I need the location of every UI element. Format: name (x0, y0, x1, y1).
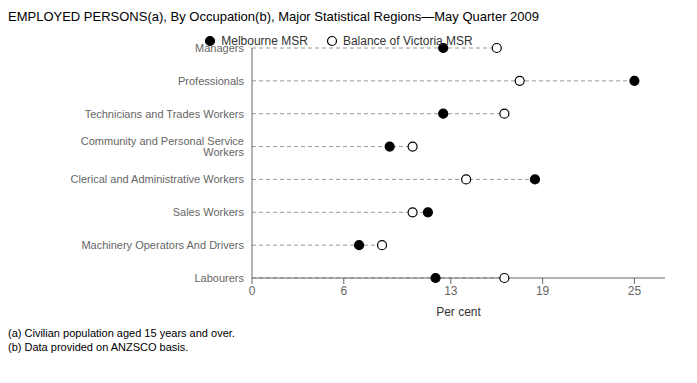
svg-text:Clerical and Administrative Wo: Clerical and Administrative Workers (71, 173, 245, 185)
svg-text:25: 25 (628, 284, 642, 298)
svg-text:Sales Workers: Sales Workers (173, 206, 245, 218)
html-text:EMPLOYED PERSONS(a), By Occupa: EMPLOYED PERSONS(a), By Occupation(b), M… (8, 9, 539, 24)
svg-text:13: 13 (444, 284, 458, 298)
svg-text:Machinery Operators And Driver: Machinery Operators And Drivers (81, 239, 244, 251)
html-text:(a) Civilian population aged 1: (a) Civilian population aged 15 years an… (8, 327, 235, 339)
svg-text:Managers: Managers (195, 42, 244, 54)
svg-text:6: 6 (340, 284, 347, 298)
svg-text:Per cent: Per cent (436, 305, 481, 319)
svg-text:0: 0 (249, 284, 256, 298)
html-text:Melbourne MSR: Melbourne MSR (221, 34, 308, 48)
svg-text:Technicians and Trades Workers: Technicians and Trades Workers (85, 108, 245, 120)
html-text:(b) Data provided on ANZSCO ba: (b) Data provided on ANZSCO basis. (8, 341, 189, 353)
svg-text:Professionals: Professionals (178, 75, 245, 87)
html-text:Balance of Victoria MSR: Balance of Victoria MSR (342, 34, 473, 48)
svg-text:Community and Personal Service: Community and Personal ServiceWorkers (81, 135, 245, 158)
svg-text:Labourers: Labourers (194, 272, 244, 284)
svg-text:19: 19 (536, 284, 550, 298)
